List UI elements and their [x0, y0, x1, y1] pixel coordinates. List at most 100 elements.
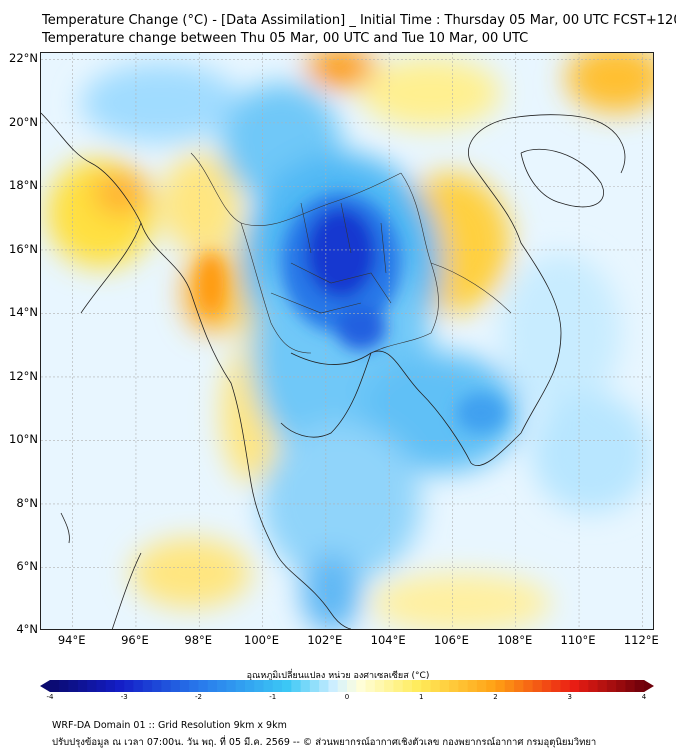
- colorbar-cell: [514, 680, 524, 692]
- colorbar-cell: [300, 680, 311, 692]
- field-cores: [199, 193, 506, 433]
- map-subtitle: Temperature change between Thu 05 Mar, 0…: [42, 31, 529, 46]
- colorbar-cell: [114, 680, 125, 692]
- colorbar-max-arrow: [644, 680, 654, 692]
- colorbar-cell: [217, 680, 227, 692]
- colorbar-cell: [235, 680, 246, 692]
- colorbar-cell: [579, 680, 589, 692]
- lon-label: 100°E: [244, 633, 280, 647]
- colorbar-min-arrow: [40, 680, 50, 692]
- colorbar-tick: -4: [46, 693, 54, 701]
- colorbar-cell: [207, 680, 218, 692]
- colorbar: [40, 680, 654, 692]
- colorbar-cell: [189, 680, 199, 692]
- lon-label: 108°E: [497, 633, 533, 647]
- lon-label: 110°E: [560, 633, 596, 647]
- lat-label: 20°N: [9, 114, 38, 129]
- lat-label: 12°N: [9, 368, 38, 383]
- colorbar-cell: [309, 680, 320, 692]
- colorbar-cell: [430, 680, 441, 692]
- colorbar-tick: -2: [195, 693, 202, 701]
- lat-label: 22°N: [9, 51, 38, 66]
- colorbar-cell: [365, 680, 376, 692]
- colorbar-cell: [541, 680, 552, 692]
- colorbar-cell: [384, 680, 394, 692]
- lat-label: 6°N: [16, 559, 38, 574]
- colorbar-cell: [291, 680, 301, 692]
- colorbar-tick: 1: [419, 693, 424, 701]
- colorbar-cell: [59, 680, 69, 692]
- colorbar-tick: 4: [641, 693, 647, 701]
- colorbar-cell: [449, 680, 459, 692]
- colorbar-cell: [523, 680, 534, 692]
- colorbar-cell: [486, 680, 496, 692]
- colorbar-cell: [597, 680, 608, 692]
- colorbar-cell: [616, 680, 626, 692]
- colorbar-cell: [625, 680, 636, 692]
- colorbar-cell: [402, 680, 413, 692]
- borders: [190, 152, 512, 354]
- colorbar-cell: [504, 680, 515, 692]
- colorbar-cell: [50, 680, 60, 692]
- colorbar-cell: [560, 680, 571, 692]
- colorbar-cell: [356, 680, 366, 692]
- lat-label: 16°N: [9, 241, 38, 256]
- colorbar-cell: [393, 680, 404, 692]
- lat-label: 4°N: [16, 622, 38, 636]
- lat-label: 8°N: [16, 495, 38, 510]
- lon-label: 106°E: [433, 633, 469, 647]
- colorbar-cell: [161, 680, 172, 692]
- colorbar-cell: [328, 680, 339, 692]
- colorbar-cell: [347, 680, 357, 692]
- colorbar-cell: [551, 680, 561, 692]
- colorbar-tick: 2: [493, 693, 498, 701]
- colorbar-cell: [244, 680, 255, 692]
- colorbar-cell: [458, 680, 469, 692]
- colorbar-cell: [411, 680, 422, 692]
- lon-label: 104°E: [370, 633, 406, 647]
- temperature-field: [41, 53, 653, 629]
- colorbar-cell: [374, 680, 385, 692]
- lon-label: 96°E: [121, 633, 149, 647]
- field-blobs: [46, 53, 653, 629]
- graticule: [41, 53, 653, 629]
- colorbar-cell: [152, 680, 162, 692]
- colorbar-cell: [87, 680, 97, 692]
- colorbar-cell: [467, 680, 478, 692]
- colorbar-tick: 0: [344, 693, 350, 701]
- colorbar-cell: [179, 680, 190, 692]
- model-info: WRF-DA Domain 01 :: Grid Resolution 9km …: [52, 720, 287, 731]
- colorbar-tick: -3: [120, 693, 128, 701]
- colorbar-cell: [634, 680, 645, 692]
- colorbar-cell: [77, 680, 88, 692]
- colorbar-cell: [105, 680, 116, 692]
- update-info: ปรับปรุงข้อมูล ณ เวลา 07:00น. วัน พฤ. ที…: [52, 737, 597, 748]
- colorbar-cell: [170, 680, 181, 692]
- colorbar-cell: [606, 680, 617, 692]
- colorbar-cell: [124, 680, 134, 692]
- lon-label: 112°E: [623, 633, 659, 647]
- colorbar-cell: [226, 680, 237, 692]
- lon-label: 94°E: [57, 633, 86, 647]
- coastlines: [41, 112, 626, 629]
- lat-label: 10°N: [9, 432, 38, 447]
- lon-label: 98°E: [184, 633, 213, 647]
- colorbar-cell: [495, 680, 506, 692]
- colorbar-cell: [588, 680, 598, 692]
- colorbar-cell: [282, 680, 292, 692]
- colorbar-cell: [421, 680, 431, 692]
- lat-label: 18°N: [9, 178, 38, 193]
- colorbar-cell: [476, 680, 487, 692]
- colorbar-cell: [254, 680, 264, 692]
- colorbar-cell: [439, 680, 450, 692]
- colorbar-cell: [133, 680, 144, 692]
- colorbar-cell: [532, 680, 543, 692]
- colorbar-tick: -1: [269, 693, 277, 701]
- lat-label: 14°N: [9, 305, 38, 320]
- colorbar-cell: [198, 680, 209, 692]
- colorbar-cell: [319, 680, 329, 692]
- colorbar-cell: [569, 680, 580, 692]
- colorbar-cell: [263, 680, 274, 692]
- map-title: Temperature Change (°C) - [Data Assimila…: [42, 13, 676, 28]
- colorbar-cell: [96, 680, 107, 692]
